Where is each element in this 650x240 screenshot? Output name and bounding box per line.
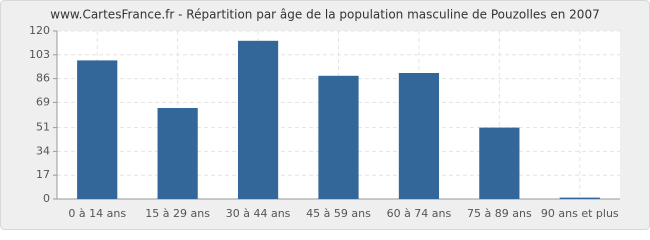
y-tick-label: 0 bbox=[43, 192, 50, 205]
y-tick-label: 86 bbox=[36, 72, 50, 85]
x-tick-label: 0 à 14 ans bbox=[68, 207, 126, 220]
bar bbox=[559, 197, 600, 199]
x-tick-label: 45 à 59 ans bbox=[306, 207, 371, 220]
bar bbox=[77, 60, 118, 200]
bar bbox=[318, 75, 359, 199]
x-tick-label: 90 ans et plus bbox=[541, 207, 619, 220]
bar bbox=[237, 40, 279, 199]
bar bbox=[398, 73, 440, 199]
y-tick-label: 103 bbox=[29, 48, 50, 61]
chart-title: www.CartesFrance.fr - Répartition par âg… bbox=[50, 8, 599, 22]
y-tick-label: 17 bbox=[36, 168, 50, 181]
x-tick-label: 60 à 74 ans bbox=[387, 207, 452, 220]
y-tick-label: 51 bbox=[36, 121, 50, 134]
y-tick-label: 120 bbox=[29, 24, 50, 37]
y-tick-label: 34 bbox=[36, 144, 50, 157]
bar bbox=[479, 127, 520, 199]
bar bbox=[157, 108, 198, 199]
x-tick-label: 30 à 44 ans bbox=[226, 207, 291, 220]
y-tick-label: 69 bbox=[36, 95, 50, 108]
chart: www.CartesFrance.fr - Répartition par âg… bbox=[0, 0, 650, 230]
x-tick-label: 15 à 29 ans bbox=[145, 207, 210, 220]
x-tick-label: 75 à 89 ans bbox=[467, 207, 532, 220]
